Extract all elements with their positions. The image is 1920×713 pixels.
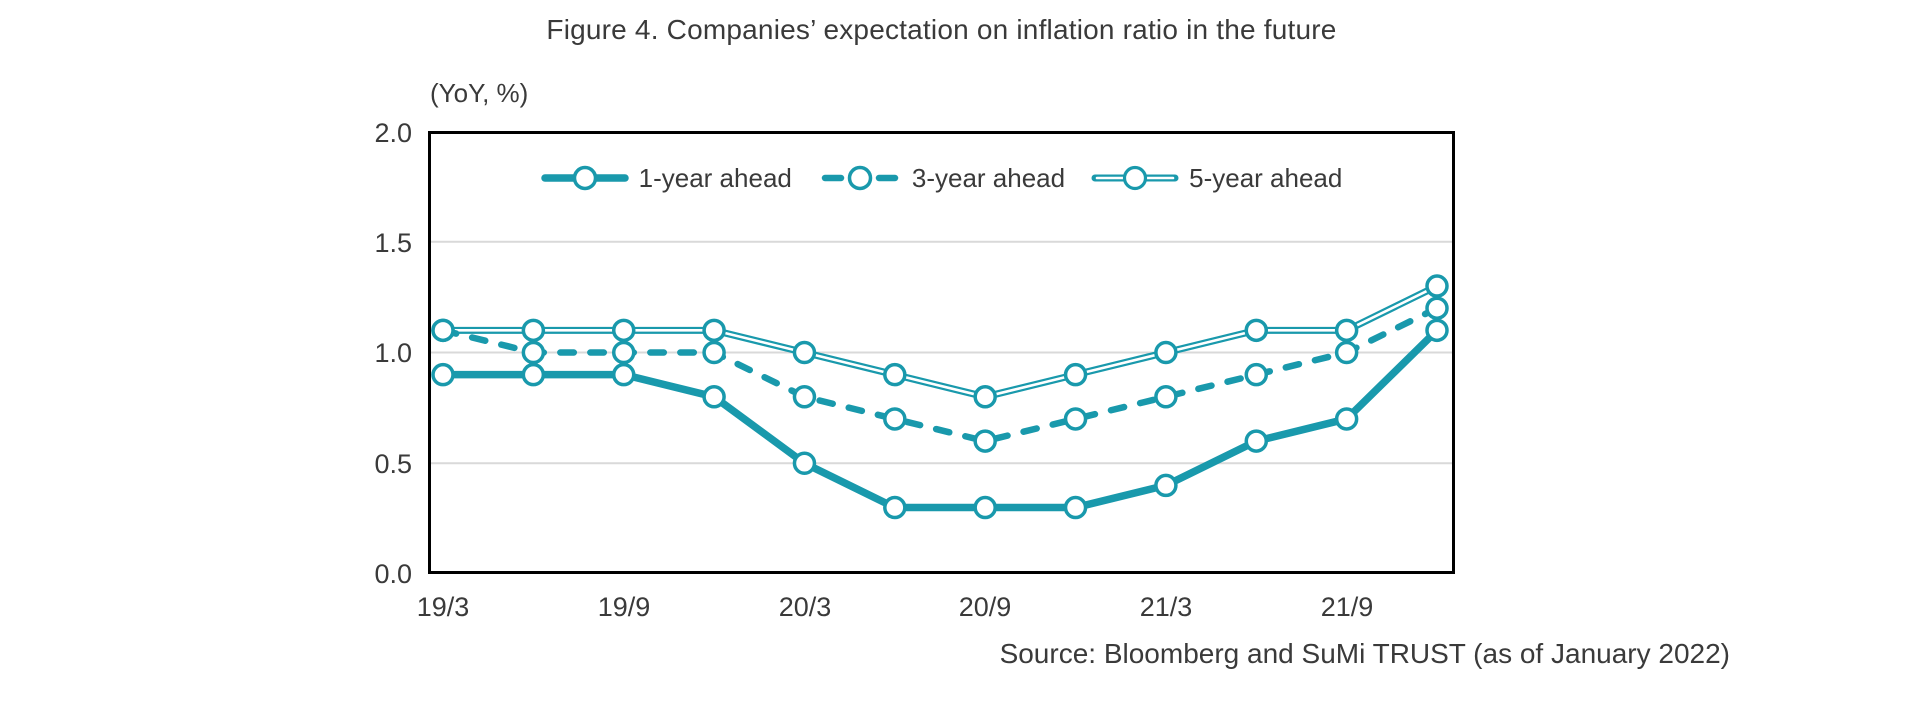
source-note: Source: Bloomberg and SuMi TRUST (as of …: [999, 638, 1730, 669]
data-point-marker: [883, 362, 907, 387]
x-tick-label: 20/9: [958, 592, 1012, 622]
chart-legend: 1-year ahead 3-year ahead 5-year ahead: [428, 162, 1455, 194]
series-line-5-year-ahead-inner: [441, 284, 1439, 399]
legend-label: 5-year ahead: [1189, 162, 1343, 193]
legend-sample-solid-line-icon: [540, 165, 629, 191]
figure-title: Figure 4. Companies’ expectation on infl…: [546, 14, 1337, 45]
data-point-marker: [1334, 318, 1359, 343]
legend-label: 1-year ahead: [638, 162, 792, 193]
plot-border: [428, 131, 1455, 574]
data-point-marker: [1244, 429, 1269, 453]
data-point-marker: [1063, 495, 1088, 520]
data-point-marker: [1154, 473, 1178, 498]
data-point-marker: [1244, 362, 1269, 387]
data-point-marker: [702, 340, 726, 365]
legend-item-1-year: 1-year ahead: [540, 162, 792, 194]
data-point-marker: [702, 385, 726, 409]
x-tick-label: 21/9: [1320, 592, 1374, 622]
y-tick-label: 1.5: [374, 228, 412, 258]
data-point-marker: [1425, 318, 1449, 343]
data-point-marker: [973, 495, 997, 520]
data-point-marker: [521, 362, 546, 387]
data-point-marker: [611, 362, 636, 387]
legend-item-3-year: 3-year ahead: [818, 163, 1065, 194]
data-point-marker: [611, 318, 636, 343]
data-point-marker: [1425, 296, 1449, 320]
legend-sample-double-line-icon: [1091, 165, 1179, 191]
data-point-marker: [1154, 385, 1178, 409]
series-line-3-year-ahead: [439, 304, 1441, 445]
x-tick-label: 19/3: [416, 592, 470, 622]
data-point-marker: [1334, 407, 1359, 431]
x-tick-label: 21/3: [1139, 592, 1193, 622]
series-line-5-year-ahead: [439, 282, 1441, 401]
series-line-1-year-ahead: [439, 326, 1441, 512]
data-point-marker: [973, 385, 997, 409]
x-tick-label: 20/3: [778, 592, 832, 622]
y-tick-label: 1.0: [374, 338, 412, 368]
data-point-marker: [1425, 274, 1449, 298]
legend-sample-dashed-line-icon: [821, 165, 899, 191]
data-point-marker: [792, 340, 817, 365]
y-tick-label: 2.0: [374, 118, 412, 148]
data-point-marker: [1244, 318, 1269, 343]
data-point-marker: [792, 451, 817, 475]
data-point-marker: [1063, 407, 1088, 431]
legend-item-5-year: 5-year ahead: [1091, 163, 1342, 194]
y-tick-label: 0.0: [374, 559, 412, 589]
data-point-marker: [792, 385, 817, 409]
data-point-marker: [521, 318, 546, 343]
y-tick-label: 0.5: [374, 449, 412, 479]
data-point-marker: [1154, 340, 1178, 365]
data-point-marker: [431, 318, 455, 343]
data-point-marker: [1334, 340, 1359, 365]
line-chart-plot-area: [428, 131, 1455, 574]
data-point-marker: [883, 407, 907, 431]
legend-label: 3-year ahead: [911, 162, 1066, 193]
data-point-marker: [702, 318, 726, 343]
data-point-marker: [973, 429, 997, 453]
y-axis-unit-label: (YoY, %): [430, 78, 529, 108]
data-point-marker: [431, 362, 455, 387]
data-point-marker: [521, 340, 546, 365]
x-tick-label: 19/9: [597, 592, 651, 622]
data-point-marker: [1063, 362, 1088, 387]
data-point-marker: [611, 340, 636, 365]
data-point-marker: [883, 495, 907, 520]
